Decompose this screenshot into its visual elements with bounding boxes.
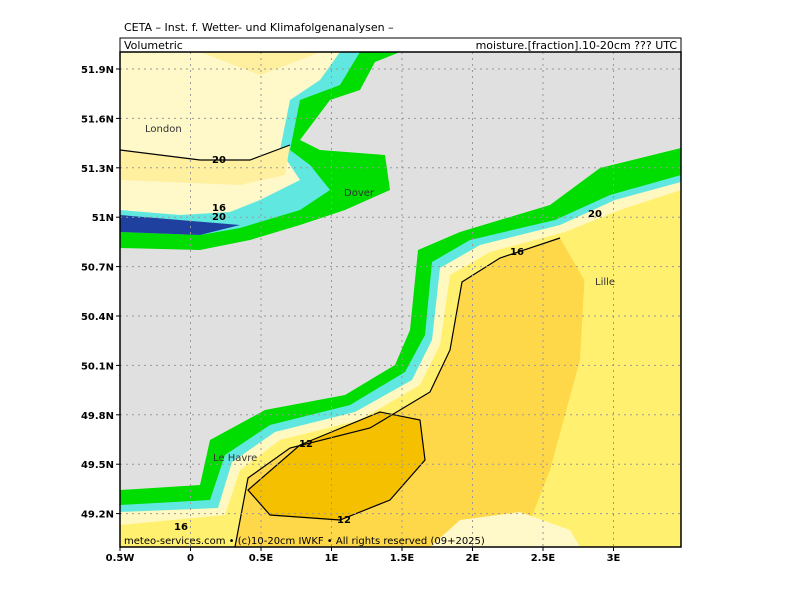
frame (119, 51, 682, 548)
lat-label: 51N (92, 213, 114, 224)
lat-label: 50.4N (81, 312, 114, 323)
grid (120, 52, 681, 547)
contour-label: 16 (174, 522, 188, 533)
lat-label: 50.7N (81, 263, 114, 274)
header-title: CETA – Inst. f. Wetter- und Klimafolgena… (124, 21, 394, 34)
header-field: moisture.[fraction].10-20cm ??? UTC (476, 39, 678, 52)
axis-labels: 51.9N 51.6N 51.3N 51N 50.7N 50.4N 50.1N 49.8N 49… (81, 65, 621, 564)
footer: meteo-services.com • (c)10-20cm IWKF • A… (124, 536, 485, 547)
contour-line (120, 144, 291, 161)
band-yellow (120, 145, 290, 185)
place-label: London (145, 124, 182, 135)
header-variable: Volumetric (124, 39, 183, 52)
map (120, 52, 681, 547)
contour-label: 20 (212, 212, 226, 223)
contour-label: 12 (337, 515, 351, 526)
contour-line (234, 237, 561, 547)
lon-label: 2E (466, 553, 480, 564)
lon-label: 3E (607, 553, 621, 564)
places: London Dover Le Havre Lille (145, 124, 615, 464)
contour-label: 16 (510, 247, 524, 258)
lat-label: 51.6N (81, 114, 114, 125)
lat-label: 49.5N (81, 460, 114, 471)
contour-label: 16 (212, 203, 226, 214)
band-lille (560, 232, 625, 290)
lat-label: 49.2N (81, 510, 114, 521)
place-label: Lille (595, 277, 615, 288)
band-blue (120, 215, 240, 235)
lat-label: 51.3N (81, 164, 114, 175)
lat-label: 49.8N (81, 411, 114, 422)
lon-label: 1.5E (390, 553, 415, 564)
contour-line (247, 411, 426, 521)
contour-label: 20 (212, 155, 226, 166)
place-label: Le Havre (213, 453, 257, 464)
lat-label: 51.9N (81, 65, 114, 76)
lon-label: 0 (187, 553, 194, 564)
lat-label: 50.1N (81, 361, 114, 372)
lon-label: 2.5E (531, 553, 556, 564)
lon-label: 0.5W (106, 553, 135, 564)
contour-label: 12 (299, 439, 313, 450)
place-label: Dover (344, 188, 375, 199)
band-12 (248, 412, 425, 520)
lon-label: 0.5E (249, 553, 274, 564)
contour-label: 20 (588, 209, 602, 220)
contour-labels: 20 16 20 16 20 12 12 16 (174, 155, 602, 533)
lon-label: 1E (325, 553, 339, 564)
